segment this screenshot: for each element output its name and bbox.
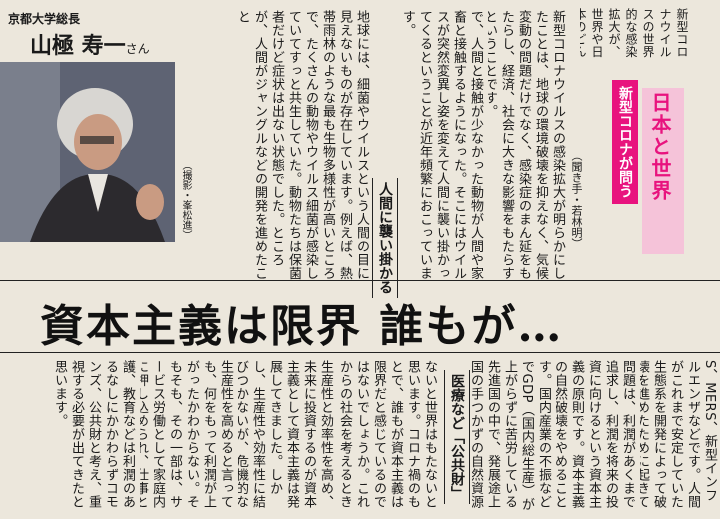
series-subtitle: 新型コロナが問う bbox=[612, 80, 638, 204]
portrait-illustration bbox=[0, 62, 175, 242]
person-name-suffix: さん bbox=[125, 42, 150, 56]
article-column-1: 新型コロナウイルスの感染拡大が明らかにしたことは、地球の環境破壊を抑えなく、気候… bbox=[488, 10, 565, 280]
subhead-1: 人間に襲い掛かる bbox=[372, 178, 398, 298]
interviewer-credit: （聞き手・若林明） bbox=[570, 150, 583, 249]
subhead-2: 医療など「公共財」 bbox=[444, 370, 470, 504]
photo-credit: （撮影・峯松進） bbox=[180, 160, 191, 240]
article-column-8: 生産性と効率性を高め、未来に投資するのが資本主義として資本主義は発展してきました… bbox=[238, 360, 333, 509]
article-column-5: 問題は、利潤があくまで追求し、利潤を将来の投資に向けるという資本主義の原則です。… bbox=[556, 360, 635, 509]
article-column-6: す。国内産業の不振などでGDP（国内総生産）が上がらずに苦労している先進国の中で… bbox=[472, 360, 551, 511]
article-column-7: ないと世界はもたないと思います。コロナ禍のもとで、誰もが資本主義は限界だと感じて… bbox=[338, 360, 437, 509]
person-name-text: 山極 寿一 bbox=[30, 33, 126, 59]
person-affiliation: 京都大学総長 bbox=[8, 12, 81, 26]
article-column-3: 地球には、細菌やウイルスという人間の目に見えないものが存在しています。例えば、熱… bbox=[235, 10, 369, 280]
article-column-4: S、MERS、新型インフルエンザなどです。人間がこれまで安定していた生態系を開発… bbox=[640, 360, 717, 509]
article-column-10: 護、教育などは利潤のあるなしにかかわらずコモンズ、公共財と考え、重視する必要が出… bbox=[52, 360, 135, 509]
article-column-9: 生産性を高めると言っても、何をもって利潤が上がったかわからない。そもそも、その一… bbox=[140, 360, 233, 509]
series-title: 日本と世界 bbox=[648, 92, 672, 202]
person-photo bbox=[0, 62, 175, 242]
lead-paragraph: 新型コロナウイルスの世界的な感染拡大が、世界や日本のどんな問題を明らかにしたのか… bbox=[580, 8, 689, 58]
top-divider bbox=[0, 280, 720, 281]
series-title-box bbox=[642, 88, 684, 254]
article-column-2: で、人間と接触が少なかった動物が人間や家畜と接触するようになった。そこにはウイル… bbox=[400, 10, 483, 280]
headline-divider bbox=[0, 352, 720, 353]
headline: 資本主義は限界 誰もが… bbox=[40, 301, 564, 352]
person-name: 山極 寿一さん bbox=[30, 28, 150, 60]
